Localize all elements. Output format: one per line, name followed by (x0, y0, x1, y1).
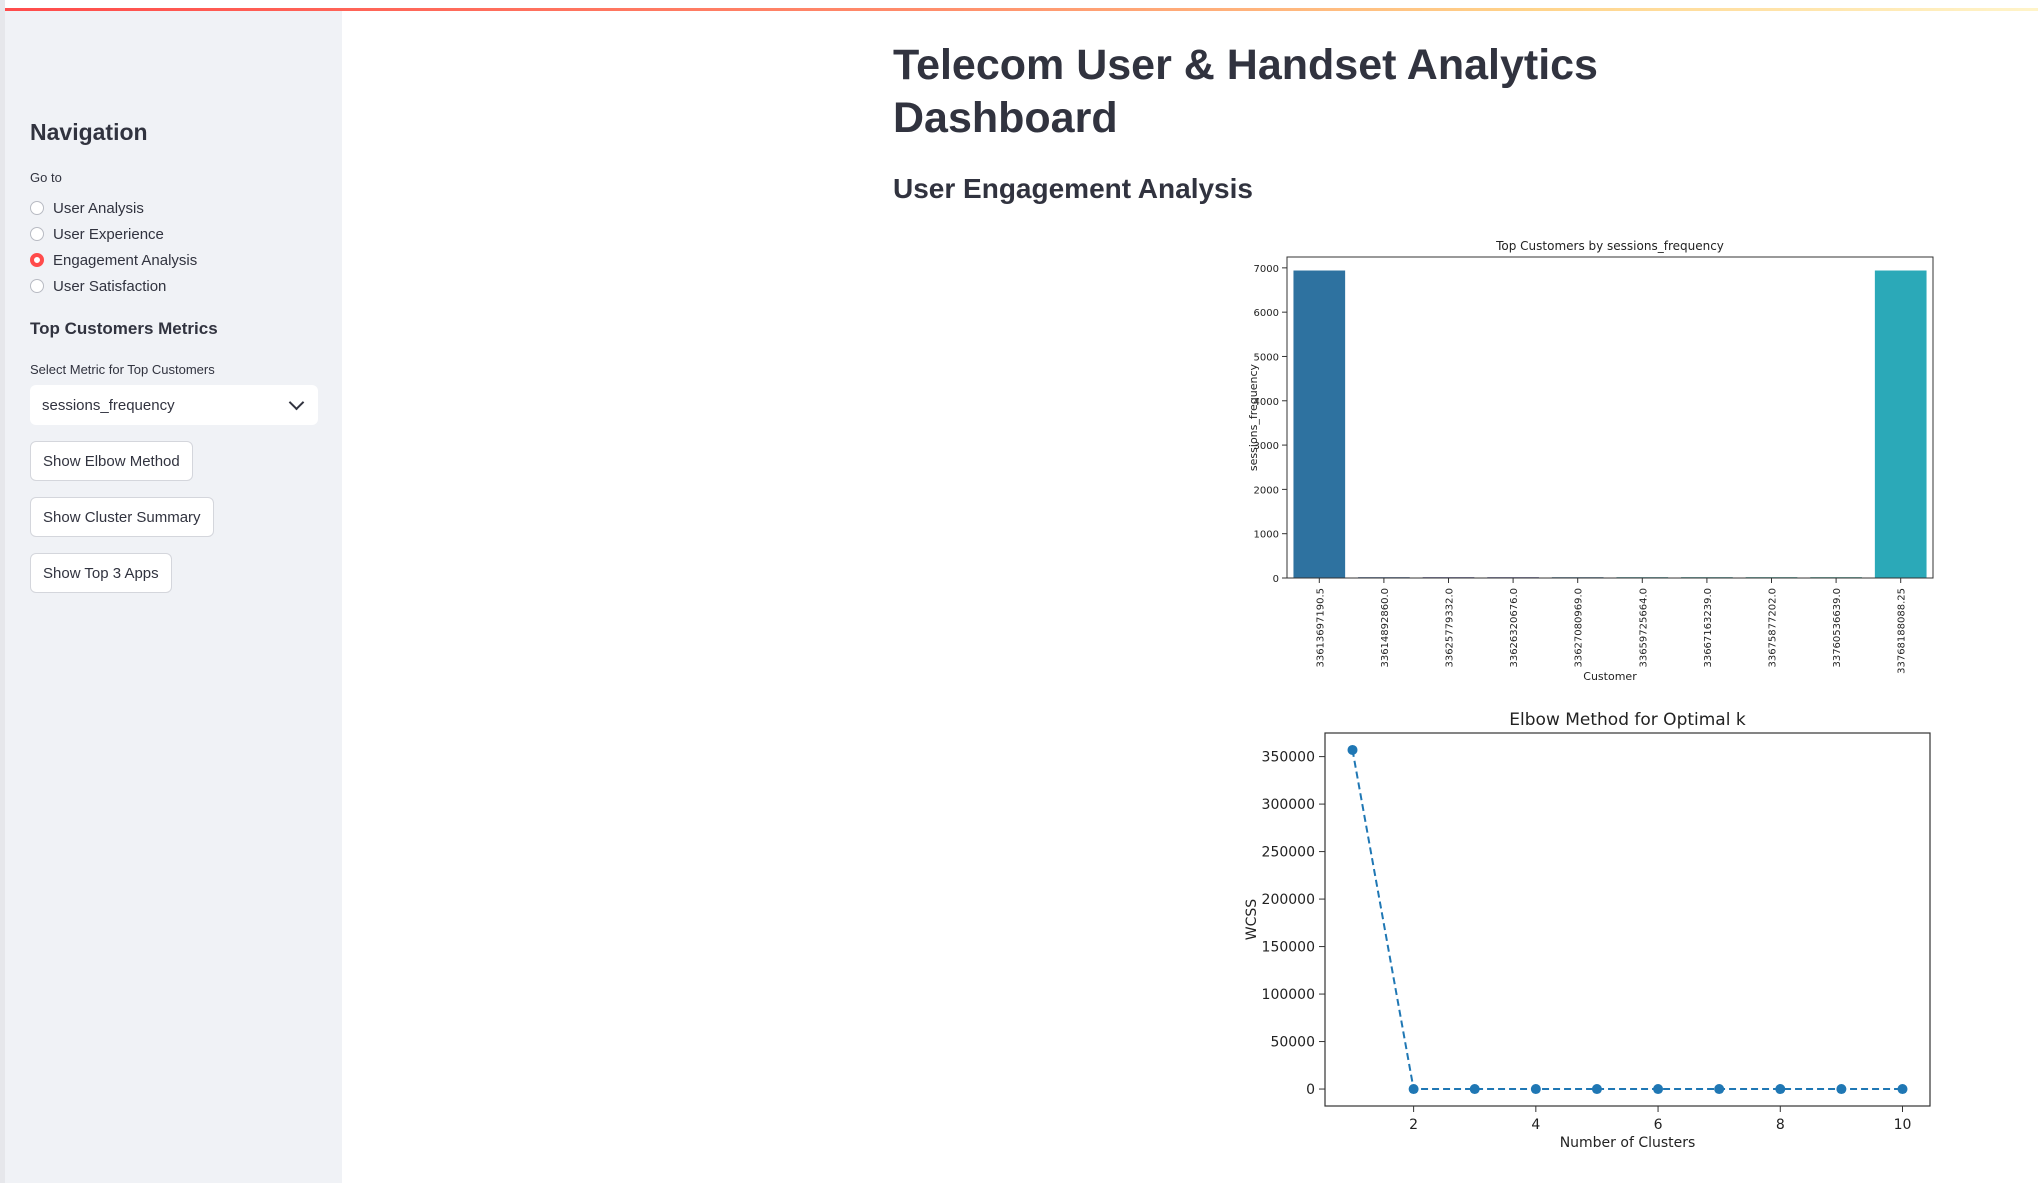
bar (1293, 270, 1346, 578)
wcss-point (1530, 1084, 1541, 1095)
x-tick-label: 33627080969.0 (1574, 588, 1585, 668)
nav-option-label: Engagement Analysis (53, 251, 198, 269)
page-title: Telecom User & Handset Analytics Dashboa… (893, 41, 1598, 142)
metrics-section-title: Top Customers Metrics (30, 319, 218, 338)
x-tick-label: 33675877202.0 (1768, 588, 1779, 668)
nav-option-label: User Experience (53, 225, 164, 243)
wcss-series-line (1351, 749, 1903, 1091)
x-tick-label: 33760536639.0 (1832, 588, 1843, 668)
radio-circle-icon (30, 201, 44, 215)
nav-radio-group: User Analysis User Experience Engagement… (30, 195, 197, 299)
radio-circle-icon (30, 279, 44, 293)
show-cluster-summary-button[interactable]: Show Cluster Summary (30, 497, 214, 537)
x-tick-label: 33659725664.0 (1638, 588, 1649, 668)
metric-select[interactable]: sessions_frequency (30, 385, 318, 425)
wcss-point (1469, 1084, 1480, 1095)
y-tick-label: 150000 (1262, 940, 1315, 956)
chevron-down-icon (288, 394, 305, 410)
top-decoration-bar (0, 8, 2038, 11)
sidebar-title: Navigation (30, 119, 148, 145)
top-customers-bar-chart: Top Customers by sessions_frequency 33613… (892, 225, 1942, 701)
y-tick-label: 200000 (1262, 892, 1315, 908)
main-content: Telecom User & Handset Analytics Dashboa… (342, 11, 2038, 1183)
wcss-point (1775, 1084, 1786, 1095)
elbow-method-line-chart: Elbow Method for Optimal k 0 50000 100000 15… (892, 695, 1942, 1165)
x-tick-label: 33613697190.5 (1315, 588, 1326, 668)
bar (1874, 270, 1927, 578)
x-tick-label: 8 (1776, 1117, 1785, 1133)
x-tick-label: 33625779332.0 (1445, 588, 1456, 668)
y-tick-label: 0 (1306, 1082, 1315, 1098)
metric-select-label: Select Metric for Top Customers (30, 362, 215, 377)
y-tick-label: 350000 (1262, 750, 1315, 766)
show-elbow-method-button[interactable]: Show Elbow Method (30, 441, 193, 481)
line-chart-title: Elbow Method for Optimal k (1509, 710, 1746, 730)
y-tick-label: 6000 (1254, 308, 1279, 319)
x-tick-label: 33667163239.0 (1703, 588, 1714, 668)
x-tick-label: 33614892860.0 (1380, 588, 1391, 668)
y-tick-label: 2000 (1254, 485, 1279, 496)
nav-option-label: User Analysis (53, 199, 144, 217)
x-tick-label: 33626320676.0 (1509, 588, 1520, 668)
wcss-point (1836, 1084, 1847, 1095)
y-tick-label: 7000 (1254, 264, 1279, 275)
y-tick-label: 300000 (1262, 797, 1315, 813)
line-chart-ylabel: WCSS (1244, 899, 1260, 941)
y-tick-label: 0 (1273, 574, 1279, 585)
x-tick-label: 10 (1894, 1117, 1912, 1133)
y-tick-label: 3000 (1254, 441, 1279, 452)
y-tick-label: 50000 (1270, 1035, 1315, 1051)
wcss-point (1897, 1084, 1908, 1095)
show-top-3-apps-button[interactable]: Show Top 3 Apps (30, 553, 172, 593)
bar-chart-frame (1286, 256, 1934, 579)
line-chart-frame (1324, 732, 1931, 1107)
x-tick-label: 4 (1531, 1117, 1540, 1133)
nav-option-user-experience[interactable]: User Experience (30, 221, 197, 247)
y-tick-label: 250000 (1262, 845, 1315, 861)
line-chart-xlabel: Number of Clusters (1560, 1135, 1696, 1151)
radio-selected-icon (30, 253, 44, 267)
left-edge (0, 0, 5, 1183)
wcss-point (1714, 1084, 1725, 1095)
metric-select-value: sessions_frequency (42, 396, 175, 414)
y-tick-label: 5000 (1254, 352, 1279, 363)
radio-circle-icon (30, 227, 44, 241)
wcss-point (1591, 1084, 1602, 1095)
section-title: User Engagement Analysis (893, 173, 1253, 204)
x-tick-label: 2 (1409, 1117, 1418, 1133)
wcss-point (1408, 1084, 1419, 1095)
goto-label: Go to (30, 170, 62, 185)
bar-chart-title: Top Customers by sessions_frequency (1495, 239, 1724, 253)
nav-option-user-satisfaction[interactable]: User Satisfaction (30, 273, 197, 299)
y-tick-label: 100000 (1262, 987, 1315, 1003)
y-tick-label: 4000 (1254, 397, 1279, 408)
x-tick-label: 6 (1654, 1117, 1663, 1133)
sidebar: Navigation Go to User Analysis User Expe… (5, 11, 342, 1183)
nav-option-label: User Satisfaction (53, 277, 167, 295)
x-tick-label: 33768188088.25 (1897, 588, 1908, 674)
nav-option-engagement-analysis[interactable]: Engagement Analysis (30, 247, 197, 273)
wcss-point (1653, 1084, 1664, 1095)
wcss-point (1347, 744, 1358, 755)
bar-chart-ylabel: sessions_frequency (1247, 363, 1260, 471)
y-tick-label: 1000 (1254, 530, 1279, 541)
bar-chart-xlabel: Customer (1583, 670, 1637, 683)
nav-option-user-analysis[interactable]: User Analysis (30, 195, 197, 221)
